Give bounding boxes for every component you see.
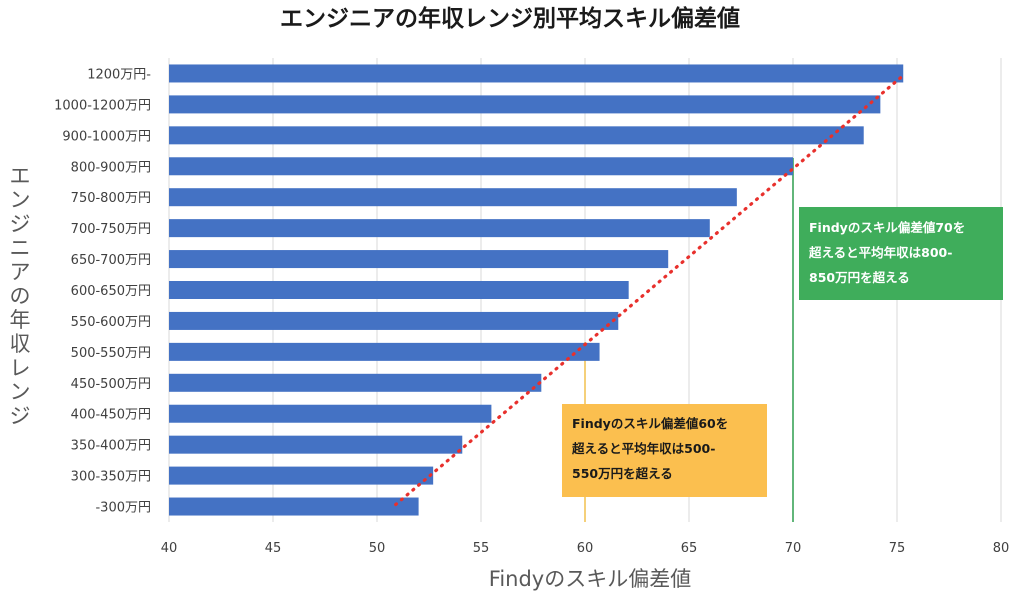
y-axis-label-char: エ — [10, 164, 31, 188]
x-tick-label: 45 — [265, 541, 282, 556]
y-axis-label-char: ジ — [10, 404, 31, 428]
bar — [169, 126, 864, 145]
bar — [169, 311, 619, 330]
bar — [169, 219, 710, 238]
y-tick-label: 400-450万円 — [71, 408, 151, 423]
y-tick-label: 650-700万円 — [71, 253, 151, 268]
y-tick-labels: 1200万円- 1000-1200万円 900-1000万円 800-900万円 750… — [54, 67, 151, 515]
y-tick-label: 700-750万円 — [71, 222, 151, 237]
x-tick-label: 75 — [889, 541, 906, 556]
y-tick-label: 1200万円- — [87, 67, 151, 82]
bar — [169, 466, 434, 485]
x-tick-label: 80 — [993, 541, 1010, 556]
bar — [169, 497, 419, 516]
bar — [169, 404, 492, 423]
y-tick-label: 600-650万円 — [71, 284, 151, 299]
y-tick-label: 450-500万円 — [71, 377, 151, 392]
y-tick-label: -300万円 — [95, 501, 151, 516]
y-axis-label: エンジニアの年収レンジ — [10, 164, 31, 428]
x-tick-labels: 40 45 50 55 60 65 70 75 80 — [161, 541, 1010, 556]
y-tick-label: 900-1000万円 — [62, 129, 151, 144]
y-axis-label-char: 年 — [10, 308, 31, 332]
annotation-green: Findyのスキル偏差値70を 超えると平均年収は800- 850万円を超える — [799, 207, 1003, 300]
bar — [169, 188, 737, 207]
chart-title: エンジニアの年収レンジ別平均スキル偏差値 — [280, 5, 740, 32]
y-axis-label-char: ジ — [10, 212, 31, 236]
x-axis-label: Findyのスキル偏差値 — [489, 567, 691, 591]
bar — [169, 157, 793, 176]
y-tick-label: 1000-1200万円 — [54, 98, 151, 113]
bars — [169, 64, 904, 516]
y-tick-label: 300-350万円 — [71, 470, 151, 485]
x-tick-label: 55 — [473, 541, 490, 556]
x-tick-label: 50 — [369, 541, 386, 556]
bar — [169, 373, 542, 392]
x-tick-label: 70 — [785, 541, 802, 556]
y-axis-label-char: ン — [10, 188, 31, 212]
bar — [169, 64, 904, 83]
y-tick-label: 750-800万円 — [71, 191, 151, 206]
y-tick-label: 800-900万円 — [71, 160, 151, 175]
y-axis-label-char: の — [10, 284, 31, 308]
annotation-yellow: Findyのスキル偏差値60を 超えると平均年収は500- 550万円を超える — [562, 404, 767, 497]
y-tick-label: 550-600万円 — [71, 315, 151, 330]
y-tick-label: 350-400万円 — [71, 439, 151, 454]
x-tick-label: 40 — [161, 541, 178, 556]
bar — [169, 281, 629, 299]
trendline — [394, 73, 905, 507]
bar — [169, 342, 600, 361]
y-axis-label-char: レ — [10, 356, 31, 380]
y-axis-label-char: ア — [10, 260, 31, 284]
y-axis-label-char: 収 — [10, 332, 31, 356]
x-tick-label: 60 — [577, 541, 594, 556]
bar — [169, 250, 669, 269]
bar — [169, 435, 463, 454]
bar — [169, 95, 881, 114]
y-axis-label-char: ン — [10, 380, 31, 404]
y-axis-label-char: ニ — [10, 236, 31, 260]
x-tick-label: 65 — [681, 541, 698, 556]
trendline-dotted — [394, 73, 905, 507]
y-tick-label: 500-550万円 — [71, 346, 151, 361]
